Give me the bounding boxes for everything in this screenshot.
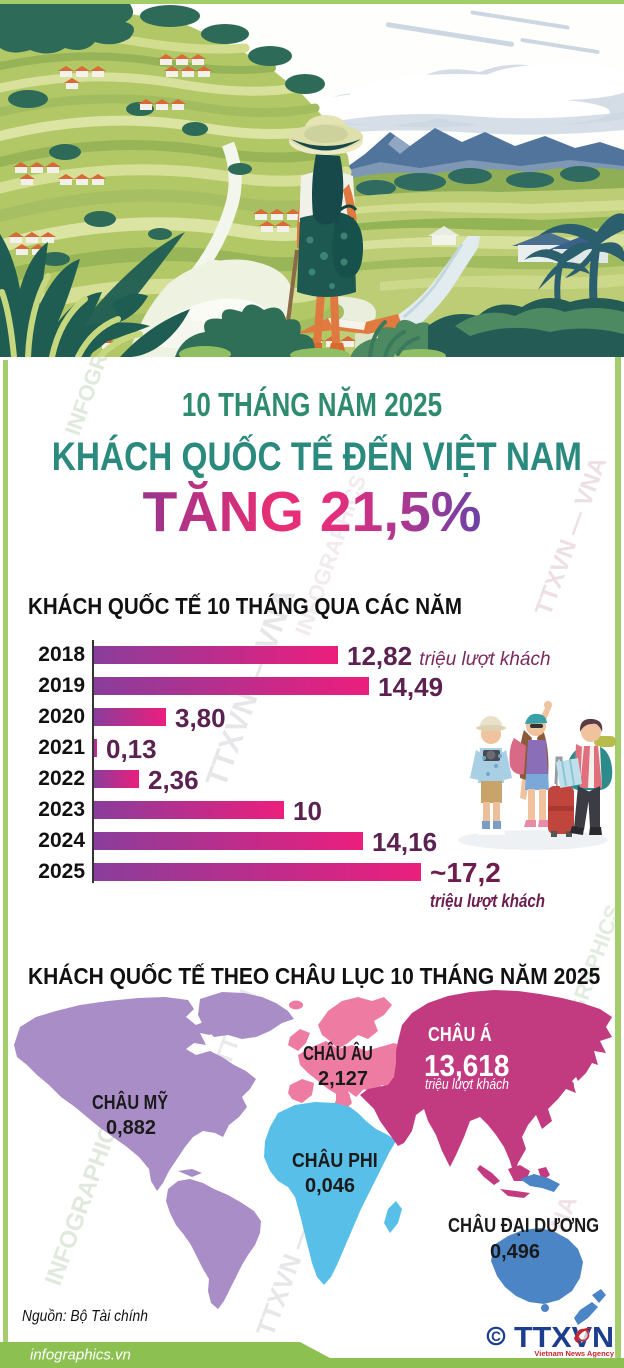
svg-text:C: C — [491, 1329, 501, 1344]
svg-text:TTXVN: TTXVN — [514, 1322, 614, 1354]
svg-text:infographics.vn: infographics.vn — [30, 1347, 131, 1364]
svg-text:Vietnam News Agency: Vietnam News Agency — [534, 1349, 614, 1358]
